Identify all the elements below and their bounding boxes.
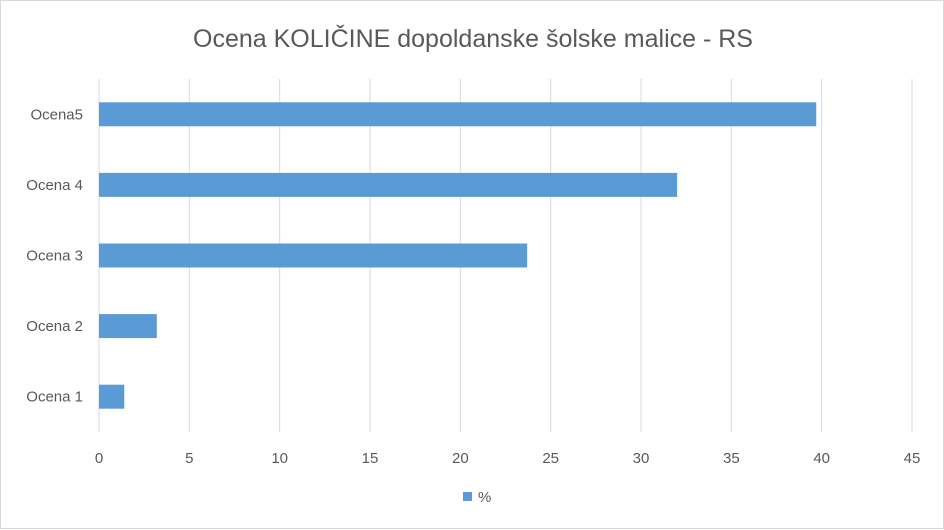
legend-label: % bbox=[478, 489, 491, 506]
x-tick-label: 20 bbox=[452, 450, 469, 467]
bars bbox=[99, 102, 817, 409]
x-tick-label: 10 bbox=[271, 450, 288, 467]
bar bbox=[99, 243, 528, 268]
x-tick-label: 45 bbox=[904, 450, 921, 467]
category-label: Ocena 4 bbox=[26, 177, 83, 194]
x-tick-label: 5 bbox=[185, 450, 193, 467]
legend: % bbox=[463, 489, 491, 506]
x-tick-label: 0 bbox=[95, 450, 103, 467]
bar bbox=[99, 172, 678, 197]
category-label: Ocena 2 bbox=[26, 318, 83, 335]
category-label: Ocena 1 bbox=[26, 389, 83, 406]
x-tick-label: 15 bbox=[362, 450, 379, 467]
bar bbox=[99, 384, 125, 409]
bar bbox=[99, 314, 157, 339]
category-labels: Ocena5 Ocena 4 Ocena 3 Ocena 2 Ocena 1 bbox=[26, 106, 83, 405]
chart-title: Ocena KOLIČINE dopoldanske šolske malice… bbox=[193, 24, 753, 53]
x-tick-label: 25 bbox=[542, 450, 559, 467]
x-tick-label: 30 bbox=[633, 450, 650, 467]
x-tick-label: 40 bbox=[813, 450, 830, 467]
category-label: Ocena 3 bbox=[26, 248, 83, 265]
x-tick-labels: 0 5 10 15 20 25 30 35 40 45 bbox=[95, 450, 921, 467]
x-tick-label: 35 bbox=[723, 450, 740, 467]
legend-swatch bbox=[463, 492, 472, 501]
category-label: Ocena5 bbox=[30, 106, 83, 123]
bar bbox=[99, 102, 817, 127]
